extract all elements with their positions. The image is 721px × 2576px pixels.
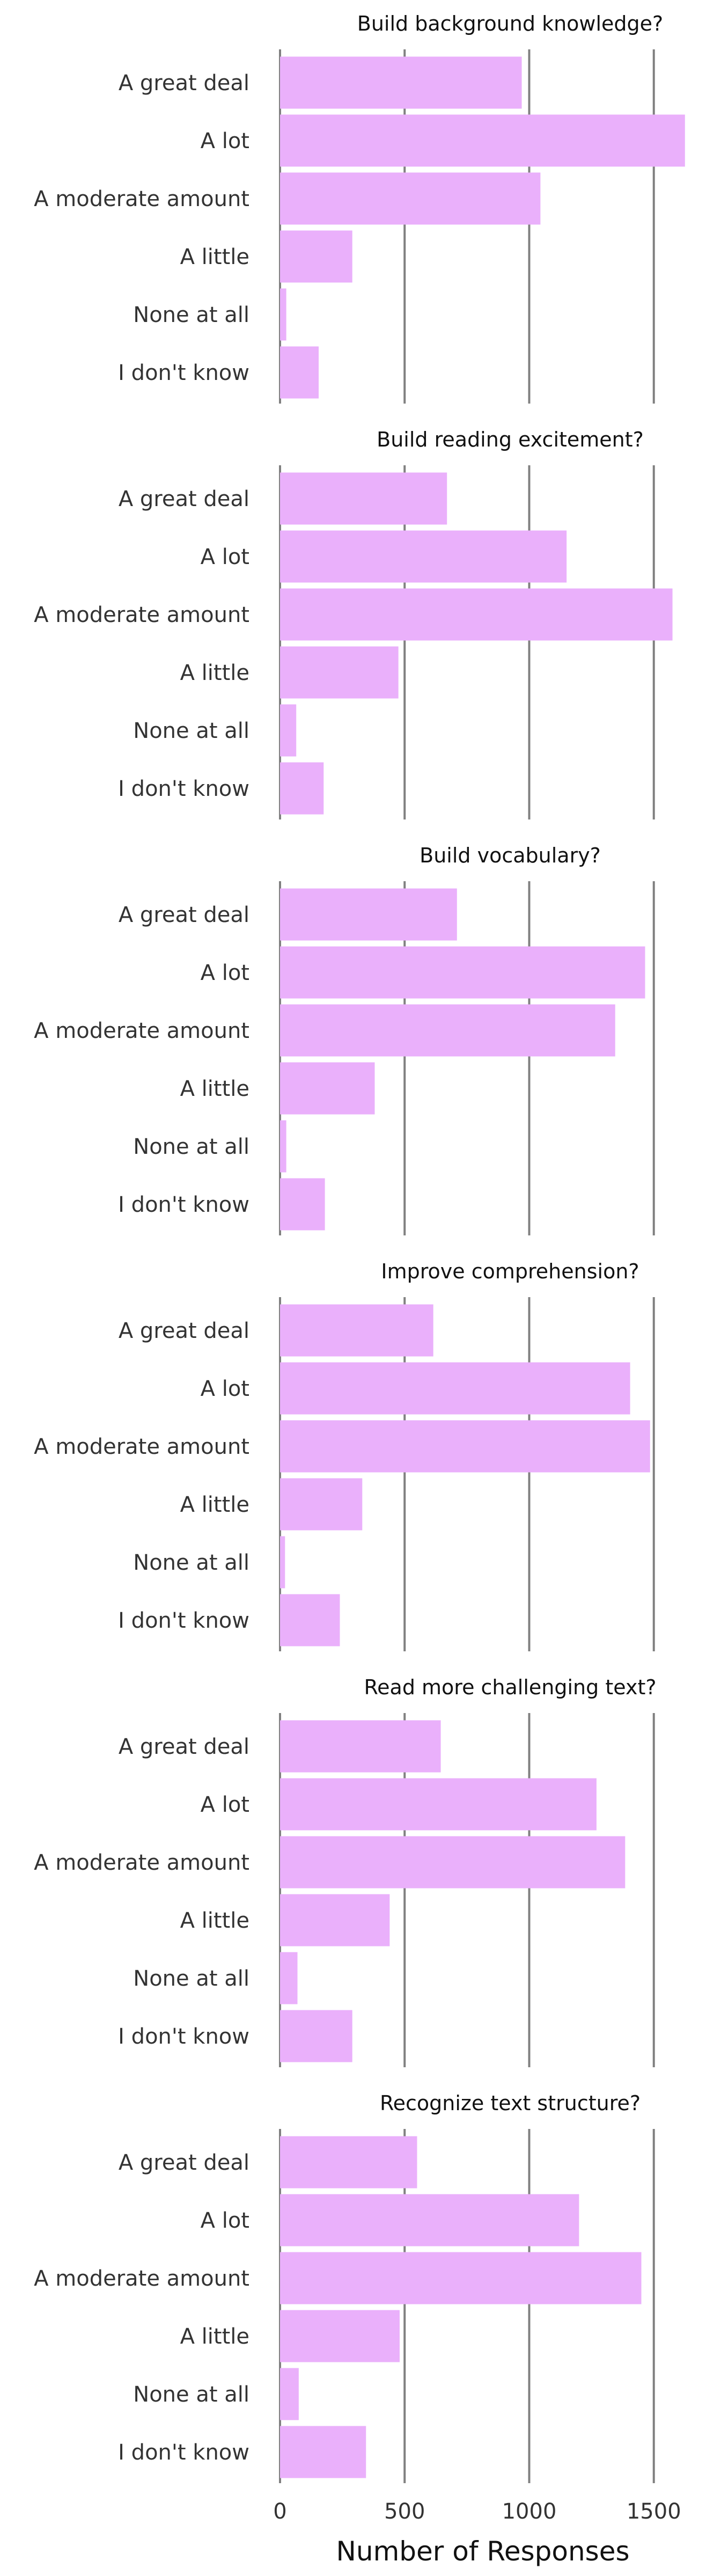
bar (280, 1420, 650, 1473)
bar (280, 704, 297, 757)
bar (280, 888, 457, 941)
bar (280, 1062, 375, 1115)
x-tick-label: 0 (273, 2499, 286, 2524)
category-label: A little (180, 245, 249, 269)
category-label: A lot (201, 129, 249, 153)
bar (280, 346, 319, 399)
bar (280, 2252, 642, 2304)
panel-4: Improve comprehension? A great deal A lot A… (34, 1260, 655, 1651)
category-label: A lot (201, 545, 249, 569)
category-label: A moderate amount (34, 1850, 249, 1875)
panel-3: Build vocabulary? A great deal A lot A mode… (34, 844, 655, 1235)
category-label: A lot (201, 1792, 249, 1817)
bar (280, 2010, 352, 2062)
bar (280, 1362, 630, 1415)
bar (280, 1536, 285, 1589)
category-label: A lot (201, 961, 249, 985)
bar (280, 114, 685, 167)
panel-title: Build background knowledge? (357, 12, 663, 35)
bar (280, 1178, 325, 1231)
category-label: A moderate amount (34, 187, 249, 211)
bar (280, 2194, 579, 2246)
category-label: A great deal (119, 71, 249, 96)
bar (280, 2426, 366, 2478)
category-label: None at all (133, 1135, 249, 1159)
bar (280, 762, 324, 815)
bar (280, 1004, 615, 1057)
category-label: A little (180, 1077, 249, 1101)
bar (280, 1894, 390, 1946)
category-label: A lot (201, 1377, 249, 1401)
category-label: I don't know (118, 1192, 249, 1217)
panel-title: Read more challenging text? (364, 1675, 656, 1699)
bar (280, 1836, 626, 1889)
category-label: A moderate amount (34, 1019, 249, 1043)
x-tick-label: 1500 (627, 2499, 681, 2524)
category-label: A moderate amount (34, 1435, 249, 1459)
bar (280, 646, 399, 699)
category-label: A little (180, 661, 249, 685)
bar (280, 1478, 363, 1531)
bar (280, 588, 673, 641)
category-label: A little (180, 2324, 249, 2349)
bar (280, 1120, 286, 1173)
bar (280, 2310, 400, 2362)
category-label: None at all (133, 2382, 249, 2407)
bar (280, 2368, 299, 2420)
category-label: A great deal (119, 1319, 249, 1343)
category-label: A great deal (119, 1735, 249, 1759)
x-axis-title: Number of Responses (336, 2536, 629, 2567)
bar (280, 1594, 340, 1646)
bar (280, 472, 447, 525)
panel-title: Build reading excitement? (377, 428, 644, 451)
category-label: None at all (133, 1550, 249, 1575)
bar (280, 288, 286, 341)
category-label: A great deal (119, 2150, 249, 2175)
category-label: A great deal (119, 903, 249, 927)
bar (280, 946, 645, 999)
category-label: I don't know (118, 777, 249, 801)
category-label: I don't know (118, 2024, 249, 2049)
bar (280, 2136, 417, 2189)
panel-6: Recognize text structure? A great deal A l… (34, 2091, 655, 2483)
bar (280, 1778, 597, 1831)
category-label: A great deal (119, 487, 249, 511)
panel-1: Build background knowledge? A great deal A… (34, 12, 685, 404)
panel-title: Build vocabulary? (420, 844, 601, 867)
bar (280, 172, 541, 225)
category-label: A little (180, 1908, 249, 1933)
panel-5: Read more challenging text? A great deal A… (34, 1675, 657, 2067)
x-tick-label: 1000 (502, 2499, 557, 2524)
category-label: None at all (133, 303, 249, 327)
category-label: A lot (201, 2208, 249, 2233)
panel-title: Improve comprehension? (381, 1260, 639, 1283)
bar (280, 1952, 298, 2004)
bar (280, 1720, 441, 1773)
category-label: A moderate amount (34, 2266, 249, 2291)
panel-2: Build reading excitement? A great deal A l… (34, 428, 673, 819)
x-tick-label: 500 (384, 2499, 425, 2524)
category-label: None at all (133, 1966, 249, 1991)
category-label: None at all (133, 719, 249, 743)
category-label: I don't know (118, 2440, 249, 2465)
bar (280, 230, 352, 283)
category-label: I don't know (118, 361, 249, 385)
category-label: A moderate amount (34, 603, 249, 627)
bar (280, 530, 567, 583)
panel-title: Recognize text structure? (380, 2091, 641, 2115)
bar (280, 56, 522, 109)
bar (280, 1304, 433, 1357)
category-label: I don't know (118, 1608, 249, 1633)
category-label: A little (180, 1492, 249, 1517)
